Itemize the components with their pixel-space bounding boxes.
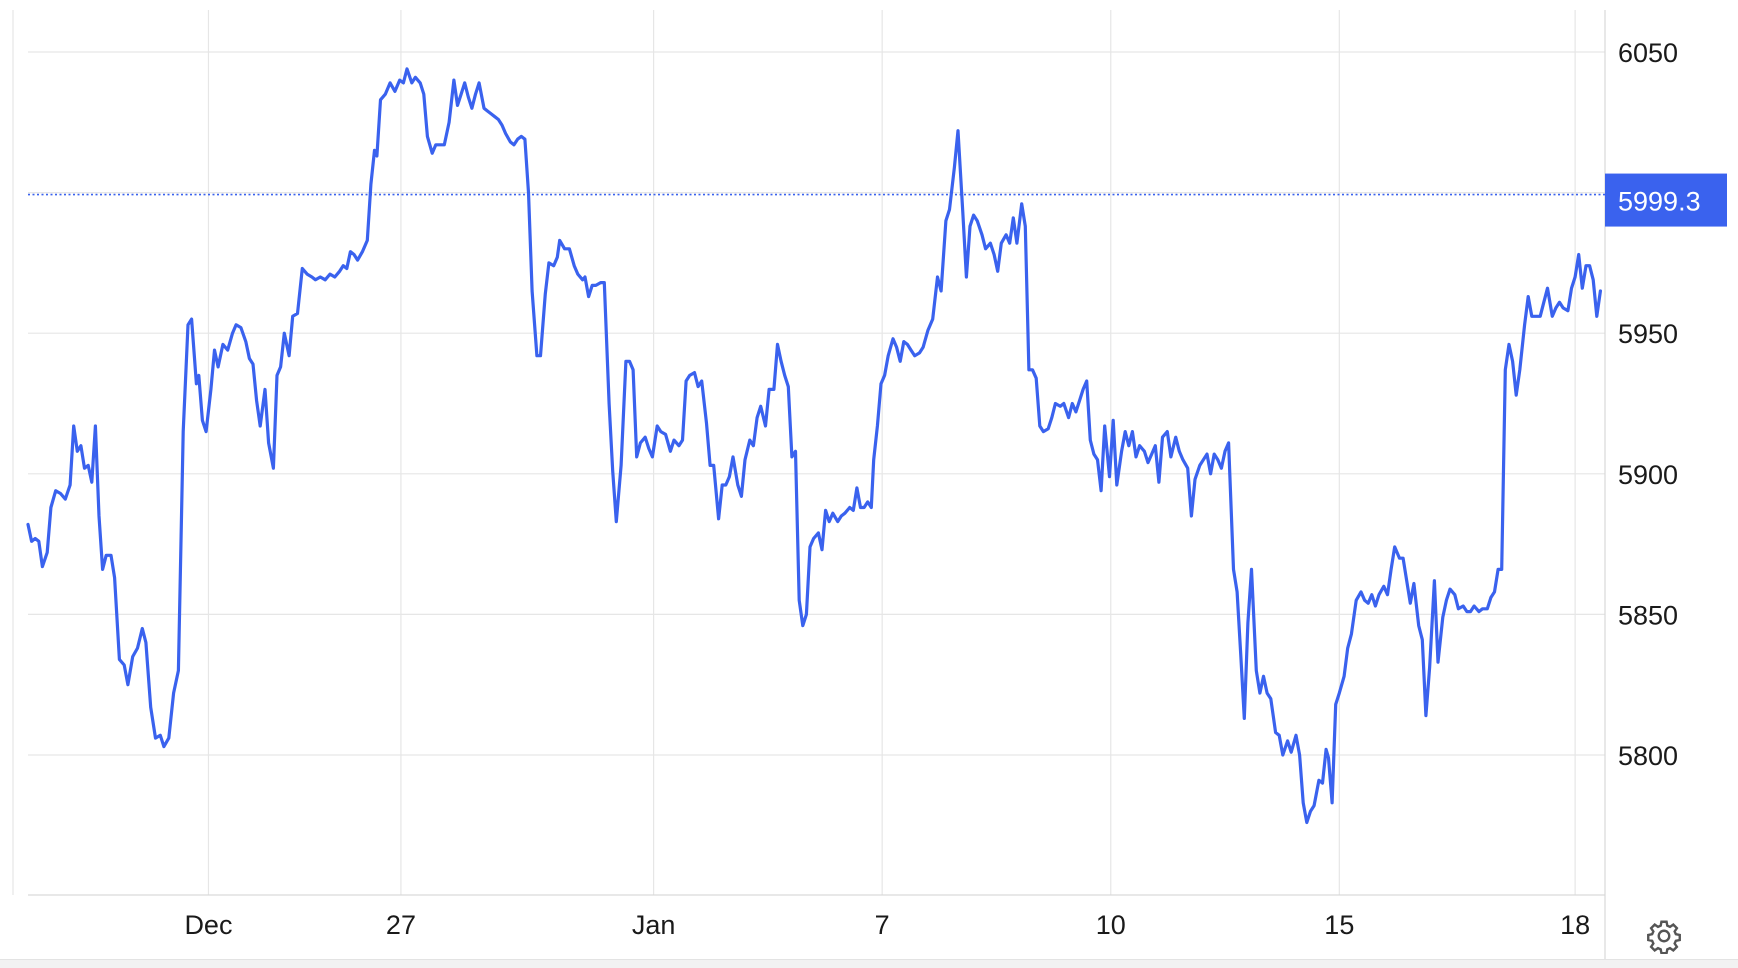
last-price-label: 5999.3 (1618, 187, 1701, 217)
x-tick-label-0: Dec (184, 910, 232, 940)
x-tick-label-5: 15 (1324, 910, 1354, 940)
y-tick-label-0: 5800 (1618, 741, 1678, 771)
x-tick-label-6: 18 (1560, 910, 1590, 940)
y-tick-label-2: 5900 (1618, 460, 1678, 490)
x-tick-label-4: 10 (1096, 910, 1126, 940)
last-price-badge (1605, 173, 1727, 227)
chart-settings-button[interactable] (1640, 912, 1688, 960)
x-tick-label-1: 27 (386, 910, 416, 940)
y-tick-label-3: 5950 (1618, 319, 1678, 349)
series-line-0 (26, 67, 1602, 825)
last-price-indicator: 5999.3 (28, 173, 1727, 227)
axes: 5800 5850 5900 5950 6050 Dec 27 Jan 7 10 15 18 (28, 10, 1678, 959)
gear-icon (1647, 920, 1681, 954)
footer-bar (0, 959, 1738, 968)
y-tick-label-4: 6050 (1618, 38, 1678, 68)
x-tick-label-2: Jan (632, 910, 676, 940)
price-series (26, 67, 1602, 825)
x-tick-label-3: 7 (875, 910, 890, 940)
grid (12, 10, 1605, 895)
y-tick-label-1: 5850 (1618, 600, 1678, 630)
